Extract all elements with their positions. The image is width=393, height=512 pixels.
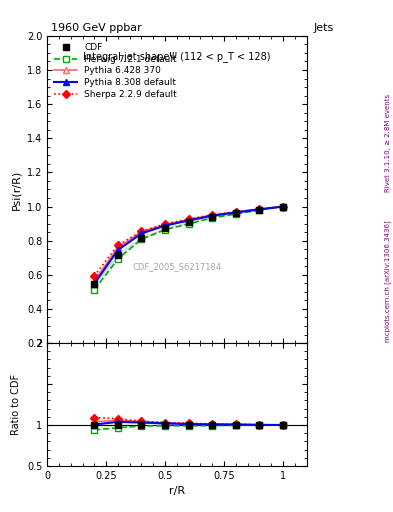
Text: Rivet 3.1.10, ≥ 2.8M events: Rivet 3.1.10, ≥ 2.8M events: [385, 94, 391, 193]
Line: Sherpa 2.2.9 default: Sherpa 2.2.9 default: [92, 204, 286, 279]
Sherpa 2.2.9 default: [210, 211, 215, 218]
Y-axis label: Psi(r/R): Psi(r/R): [11, 169, 21, 209]
Herwig 7.2.1 default: [163, 227, 167, 233]
Pythia 6.428 370: [281, 203, 285, 209]
Pythia 6.428 370: [233, 209, 238, 215]
Pythia 8.308 default: [257, 206, 262, 212]
Pythia 8.308 default: [281, 203, 285, 209]
Line: Pythia 8.308 default: Pythia 8.308 default: [91, 203, 286, 287]
Pythia 8.308 default: [92, 281, 97, 287]
Line: Herwig 7.2.1 default: Herwig 7.2.1 default: [91, 203, 286, 293]
Sherpa 2.2.9 default: [233, 209, 238, 215]
Herwig 7.2.1 default: [92, 287, 97, 293]
Pythia 6.428 370: [257, 206, 262, 212]
Text: mcplots.cern.ch [arXiv:1306.3436]: mcplots.cern.ch [arXiv:1306.3436]: [384, 221, 391, 343]
Sherpa 2.2.9 default: [116, 242, 120, 248]
Y-axis label: Ratio to CDF: Ratio to CDF: [11, 374, 21, 435]
Sherpa 2.2.9 default: [281, 203, 285, 209]
Pythia 6.428 370: [116, 244, 120, 250]
Text: Jets: Jets: [314, 23, 334, 33]
Pythia 6.428 370: [186, 217, 191, 223]
X-axis label: r/R: r/R: [169, 486, 185, 496]
Text: Integral jet shapeΨ (112 < p_T < 128): Integral jet shapeΨ (112 < p_T < 128): [83, 51, 271, 62]
Sherpa 2.2.9 default: [92, 273, 97, 279]
Sherpa 2.2.9 default: [186, 216, 191, 222]
Pythia 8.308 default: [210, 212, 215, 219]
Herwig 7.2.1 default: [233, 211, 238, 217]
Sherpa 2.2.9 default: [257, 206, 262, 212]
Sherpa 2.2.9 default: [163, 221, 167, 227]
Herwig 7.2.1 default: [257, 207, 262, 213]
Text: 1960 GeV ppbar: 1960 GeV ppbar: [51, 23, 142, 33]
Pythia 6.428 370: [163, 221, 167, 227]
Legend: CDF, Herwig 7.2.1 default, Pythia 6.428 370, Pythia 8.308 default, Sherpa 2.2.9 : CDF, Herwig 7.2.1 default, Pythia 6.428 …: [51, 40, 180, 101]
Pythia 8.308 default: [139, 230, 144, 237]
Pythia 8.308 default: [116, 247, 120, 253]
Text: CDF_2005_S6217184: CDF_2005_S6217184: [132, 262, 221, 271]
Pythia 8.308 default: [186, 218, 191, 224]
Herwig 7.2.1 default: [139, 236, 144, 242]
Line: Pythia 6.428 370: Pythia 6.428 370: [91, 203, 286, 284]
Pythia 8.308 default: [163, 223, 167, 229]
Herwig 7.2.1 default: [186, 221, 191, 227]
Pythia 6.428 370: [139, 229, 144, 235]
Sherpa 2.2.9 default: [139, 228, 144, 234]
Herwig 7.2.1 default: [116, 256, 120, 262]
Pythia 6.428 370: [210, 212, 215, 218]
Herwig 7.2.1 default: [281, 203, 285, 209]
Pythia 6.428 370: [92, 278, 97, 284]
Herwig 7.2.1 default: [210, 215, 215, 221]
Pythia 8.308 default: [233, 209, 238, 216]
